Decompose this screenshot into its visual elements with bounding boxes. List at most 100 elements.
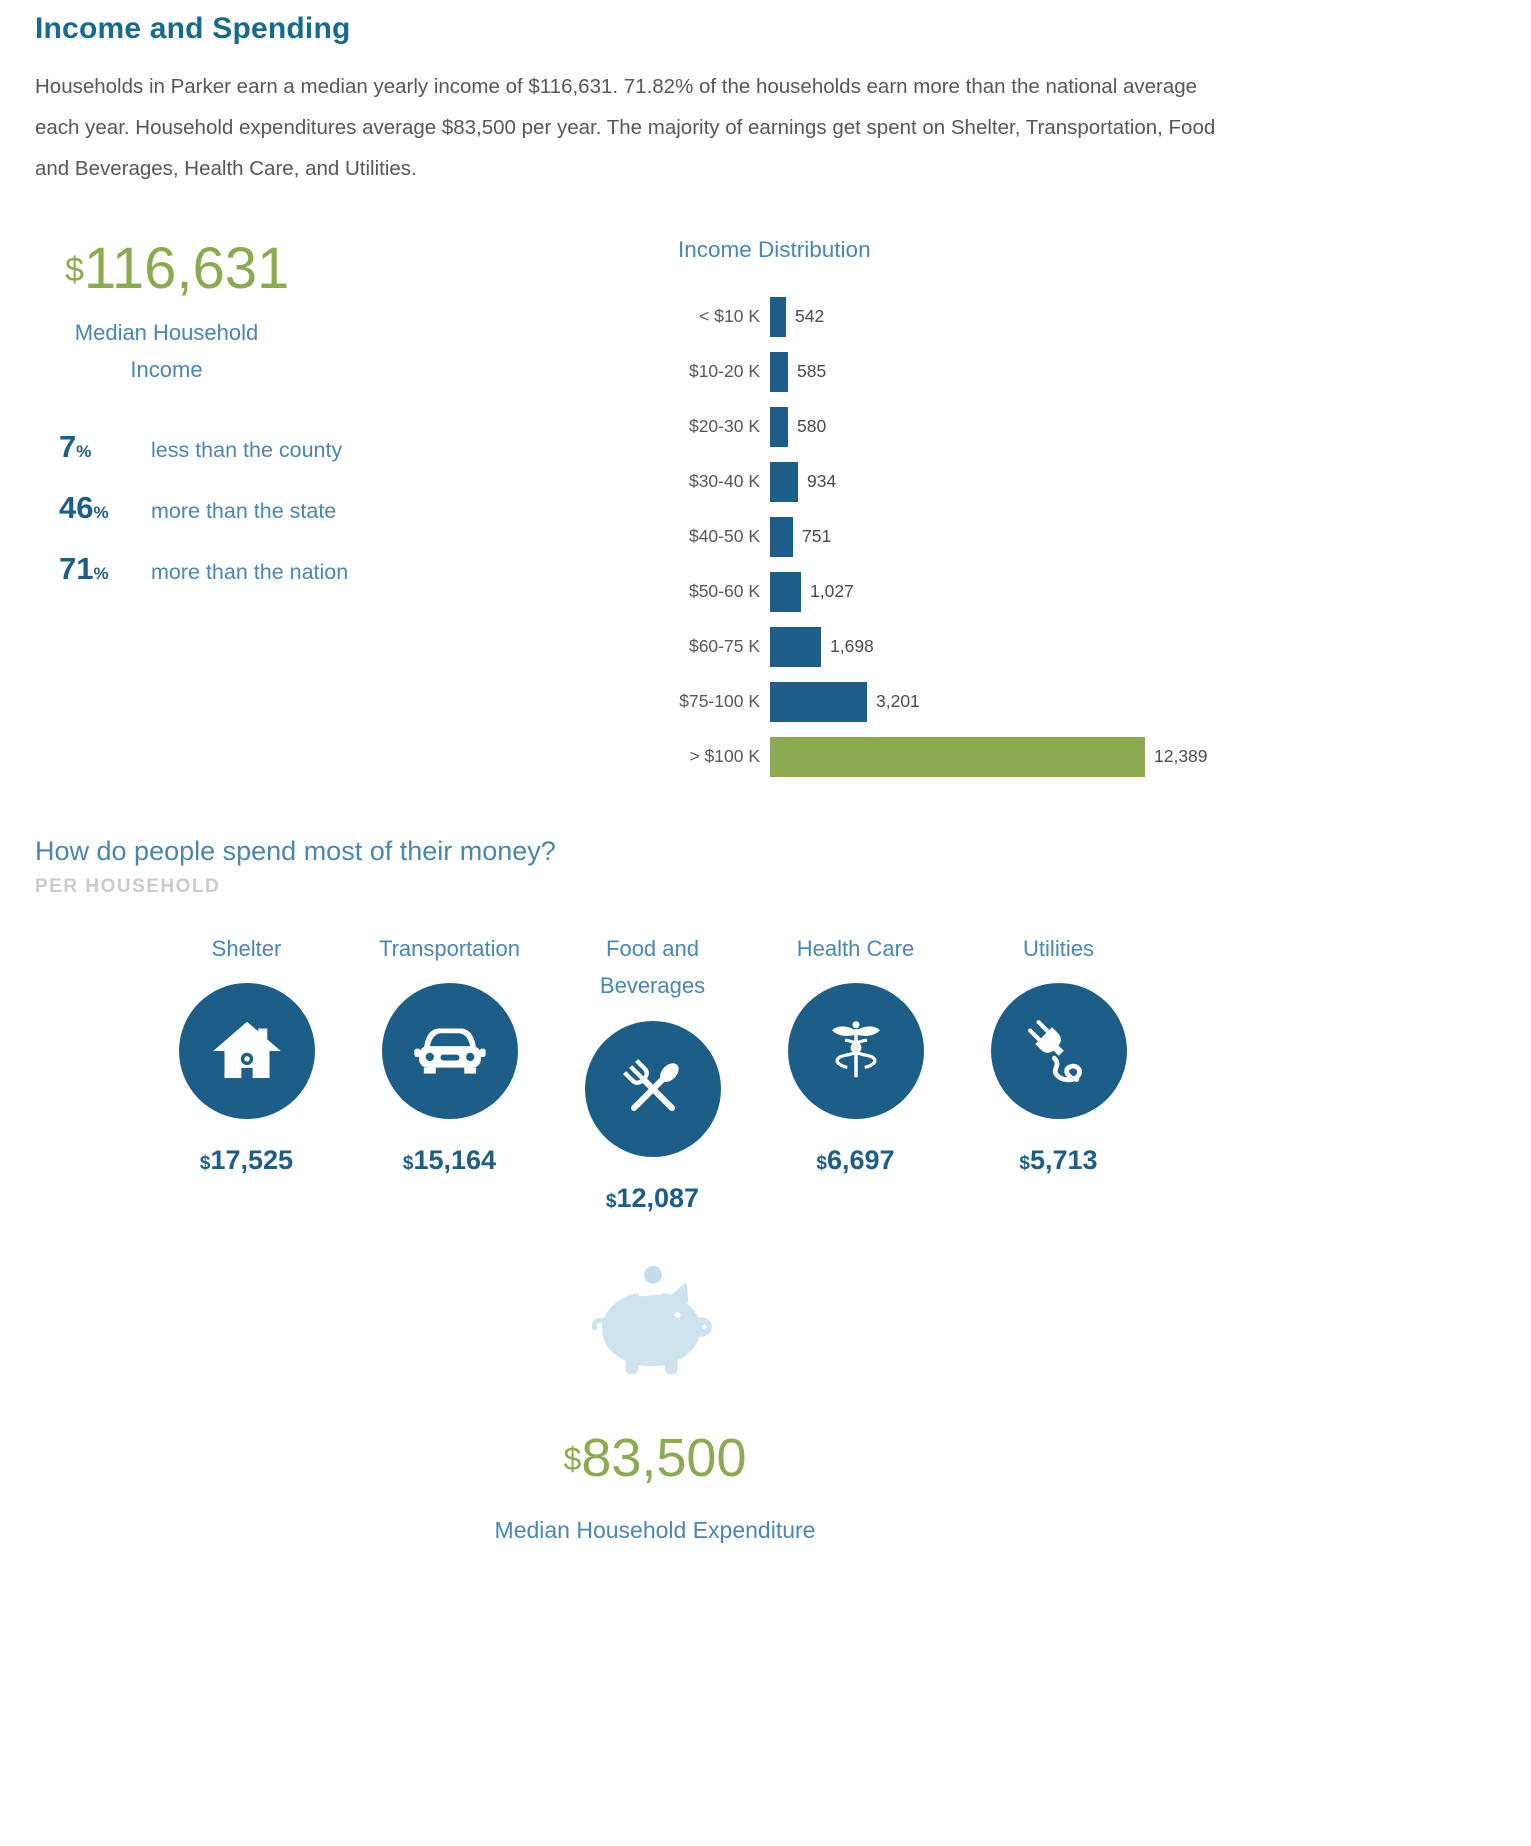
comparison-number: 71 [59, 550, 94, 586]
chart-row: $10-20 K 585 [660, 344, 1208, 399]
chart-value-label: 1,698 [830, 636, 874, 656]
chart-title: Income Distribution [678, 237, 871, 262]
chart-category-label: $20-30 K [688, 416, 760, 436]
median-income-label-line2: Income [130, 357, 203, 383]
chart-row: > $100 K 12,389 [660, 729, 1208, 784]
chart-bar [770, 626, 821, 667]
comparison-text: more than the nation [151, 559, 349, 584]
percent-sign: % [93, 502, 109, 522]
intro-paragraph: Households in Parker earn a median yearl… [35, 75, 1216, 180]
currency-symbol: $ [199, 1153, 211, 1175]
percent-sign: % [93, 563, 109, 583]
median-income-label-line1: Median Household [74, 320, 259, 345]
comparison-value: 71% [59, 551, 151, 587]
chart-value-label: 1,027 [810, 581, 854, 601]
currency-symbol: $ [605, 1190, 617, 1212]
chart-value-label: 542 [795, 306, 825, 326]
chart-value-label: 12,389 [1154, 746, 1208, 766]
car-icon [381, 983, 518, 1120]
currency-symbol: $ [1019, 1153, 1030, 1175]
comparison-text: less than the county [151, 437, 343, 462]
currency-symbol: $ [816, 1153, 827, 1175]
median-income-label: Median Household Income [59, 314, 274, 389]
currency-symbol: $ [563, 1440, 582, 1477]
median-income-panel: $116,631 Median Household Income 7% less… [35, 235, 660, 784]
comparison-number: 46 [59, 489, 94, 525]
spending-category-label: Food and Beverages [599, 936, 706, 999]
chart-row: $75-100 K 3,201 [660, 674, 1208, 729]
expenditure-section: $83,500 Median Household Expenditure [35, 1260, 1275, 1544]
chart-value-label: 934 [807, 471, 837, 491]
spending-category-house: Shelter $17,525 [145, 930, 348, 1214]
spending-category-label: Shelter [211, 936, 282, 961]
chart-bar [770, 736, 1145, 777]
comparison-row-nation: 71% more than the nation [59, 551, 660, 587]
currency-symbol: $ [402, 1153, 414, 1175]
percent-sign: % [76, 441, 92, 461]
chart-row: $20-30 K 580 [660, 399, 1208, 454]
chart-category-label: $40-50 K [688, 526, 760, 546]
comparison-number: 7 [59, 428, 77, 464]
chart-bar [770, 681, 867, 722]
median-income-value: $116,631 [65, 235, 660, 302]
spending-category-plug: Utilities $5,713 [957, 930, 1160, 1214]
chart-category-label: $60-75 K [688, 636, 760, 656]
currency-symbol: $ [65, 251, 84, 289]
chart-value-label: 751 [802, 526, 832, 546]
expenditure-amount: 83,500 [581, 1427, 747, 1488]
chart-bar [770, 571, 801, 612]
chart-row: $30-40 K 934 [660, 454, 1208, 509]
chart-value-label: 580 [797, 416, 827, 436]
chart-value-label: 585 [797, 361, 827, 381]
chart-category-label: < $10 K [699, 306, 760, 326]
income-and-spending-page: Income and Spending Households in Parker… [35, 12, 1531, 1544]
spending-category-label: Transportation [378, 936, 521, 961]
spending-amount: $5,713 [1019, 1145, 1098, 1176]
chart-bar [770, 406, 788, 447]
income-distribution-chart: Income Distribution < $10 K 542 $10-20 K 58… [660, 235, 1208, 784]
spending-amount: $17,525 [199, 1145, 294, 1176]
caduceus-icon [787, 983, 924, 1120]
plug-icon [990, 983, 1127, 1120]
chart-category-label: $75-100 K [679, 691, 760, 711]
spending-categories: Shelter $17,525 Transportation $15,164 Food … [145, 930, 1531, 1214]
chart-category-label: $30-40 K [688, 471, 760, 491]
chart-value-label: 3,201 [876, 691, 920, 711]
spending-heading: How do people spend most of their money? [35, 836, 556, 866]
chart-row: $40-50 K 751 [660, 509, 1208, 564]
page-title: Income and Spending [35, 12, 351, 45]
spending-amount: $6,697 [816, 1145, 895, 1176]
median-income-amount: 116,631 [83, 236, 290, 301]
house-icon [178, 983, 315, 1120]
expenditure-value: $83,500 [35, 1427, 1275, 1489]
chart-row: $50-60 K 1,027 [660, 564, 1208, 619]
spending-category-label: Utilities [1023, 936, 1094, 961]
income-summary-row: $116,631 Median Household Income 7% less… [35, 235, 1531, 784]
chart-row: < $10 K 542 [660, 289, 1208, 344]
chart-bar [770, 351, 788, 392]
chart-category-label: $10-20 K [688, 361, 760, 381]
spending-category-caduceus: Health Care $6,697 [754, 930, 957, 1214]
spending-amount: $15,164 [402, 1145, 497, 1176]
spending-category-label: Health Care [796, 936, 915, 961]
utensils-icon [584, 1020, 721, 1157]
spending-subheading: PER HOUSEHOLD [35, 876, 221, 897]
spending-category-utensils: Food and Beverages $12,087 [551, 930, 754, 1214]
chart-rows: < $10 K 542 $10-20 K 585 $20-30 K 580 $30-40 K… [660, 289, 1208, 784]
comparison-value: 46% [59, 490, 151, 526]
expenditure-label: Median Household Expenditure [494, 1516, 816, 1543]
chart-row: $60-75 K 1,698 [660, 619, 1208, 674]
comparison-row-county: 7% less than the county [59, 429, 660, 465]
comparison-row-state: 46% more than the state [59, 490, 660, 526]
chart-bar [770, 296, 786, 337]
spending-category-car: Transportation $15,164 [348, 930, 551, 1214]
chart-bar [770, 461, 798, 502]
chart-category-label: > $100 K [689, 746, 760, 766]
chart-bar [770, 516, 793, 557]
chart-category-label: $50-60 K [688, 581, 760, 601]
comparison-text: more than the state [151, 498, 337, 523]
comparison-value: 7% [59, 429, 151, 465]
spending-amount: $12,087 [605, 1182, 700, 1213]
income-comparisons: 7% less than the county 46% more than th… [59, 429, 660, 587]
piggy-bank-icon [576, 1260, 734, 1393]
